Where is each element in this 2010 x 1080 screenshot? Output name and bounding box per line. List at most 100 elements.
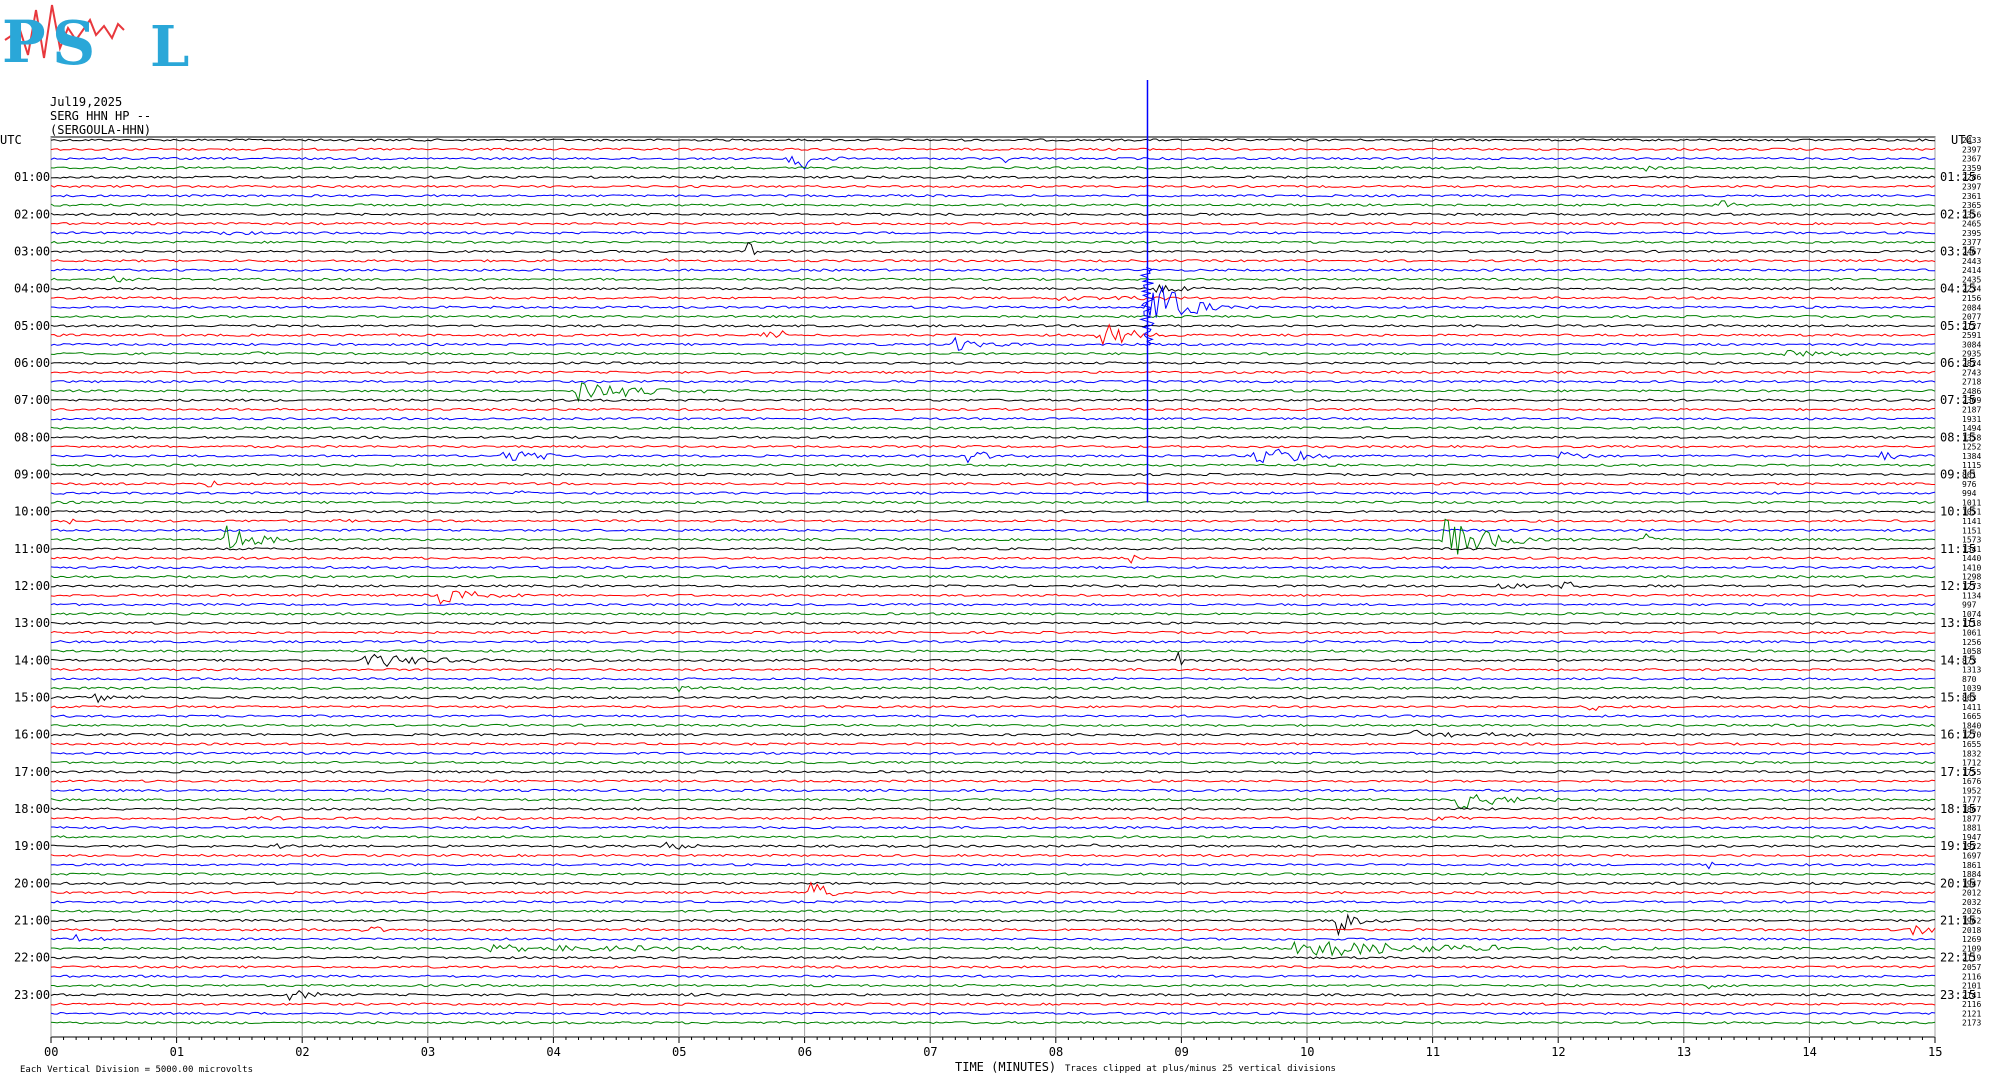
left-time-label: 10:00 xyxy=(14,505,50,519)
row-value: 2486 xyxy=(1962,387,1981,396)
trace-row xyxy=(50,685,1936,693)
trace-row xyxy=(50,382,1936,403)
x-tick-label: 07 xyxy=(923,1045,937,1059)
right-time-label: 09:15 xyxy=(1940,468,1976,482)
trace-row xyxy=(50,565,1936,570)
row-value: 1298 xyxy=(1962,573,1981,582)
row-value: 2824 xyxy=(1962,359,1981,368)
right-time-label: 20:15 xyxy=(1940,876,1976,890)
trace-row xyxy=(50,268,1936,272)
trace-row xyxy=(50,841,1936,850)
right-time-label: 02:15 xyxy=(1940,207,1976,221)
row-value: 1867 xyxy=(1962,805,1981,814)
trace-row xyxy=(50,200,1936,208)
trace-row xyxy=(50,861,1936,870)
right-time-label: 23:15 xyxy=(1940,988,1976,1002)
row-value: 1881 xyxy=(1962,824,1981,833)
trace-row xyxy=(50,510,1936,514)
row-value: 870 xyxy=(1962,675,1977,684)
right-time-label: 15:15 xyxy=(1940,691,1976,705)
trace-row xyxy=(50,231,1936,236)
trace-row xyxy=(50,760,1936,765)
row-value: 1877 xyxy=(1962,814,1981,823)
right-time-label: 04:15 xyxy=(1940,282,1976,296)
trace-row xyxy=(50,602,1936,607)
left-time-label: 09:00 xyxy=(14,468,50,482)
trace-row xyxy=(51,956,1936,960)
row-value: 2743 xyxy=(1962,368,1981,377)
trace-row xyxy=(50,723,1936,728)
right-time-label: 13:15 xyxy=(1940,616,1976,630)
left-time-label: 06:00 xyxy=(14,356,50,370)
axis-labels: 00 01 02 03 04 05 06 07 08 09 10 11 12 13 14 1524332397… xyxy=(0,133,1981,1059)
division-note: Each Vertical Division = 5000.00 microvo… xyxy=(20,1065,253,1075)
trace-row xyxy=(50,853,1936,858)
row-value: 2465 xyxy=(1962,220,1981,229)
right-time-label: 12:15 xyxy=(1940,579,1976,593)
trace-row xyxy=(50,676,1936,681)
svg-text:L: L xyxy=(150,14,189,72)
trace-row xyxy=(50,965,1936,969)
trace-row xyxy=(50,324,1936,328)
row-value: 2116 xyxy=(1962,972,1981,981)
left-time-label: 18:00 xyxy=(14,802,50,816)
row-value: 1341 xyxy=(1962,545,1981,554)
seismic-traces xyxy=(50,138,1936,1025)
row-value: 2121 xyxy=(1962,1009,1981,1018)
trace-row xyxy=(50,155,1936,170)
row-value: 1697 xyxy=(1962,851,1981,860)
right-time-label: 22:15 xyxy=(1940,951,1976,965)
trace-row xyxy=(50,518,1936,525)
left-time-label: 22:00 xyxy=(14,951,50,965)
trace-row xyxy=(50,1011,1936,1016)
left-time-label: 08:00 xyxy=(14,430,50,444)
row-value: 1313 xyxy=(1962,666,1981,675)
x-tick-label: 13 xyxy=(1677,1045,1691,1059)
row-value: 2367 xyxy=(1962,155,1981,164)
left-time-label: 13:00 xyxy=(14,616,50,630)
x-tick-label: 15 xyxy=(1928,1045,1942,1059)
x-tick-label: 12 xyxy=(1551,1045,1565,1059)
left-time-label: UTC xyxy=(0,133,22,147)
svg-text:P: P xyxy=(2,8,46,72)
right-time-label: 17:15 xyxy=(1940,765,1976,779)
row-value: 2443 xyxy=(1962,257,1981,266)
row-value: 2356 xyxy=(1962,210,1981,219)
trace-row xyxy=(50,165,1936,172)
row-value: 1676 xyxy=(1962,777,1981,786)
spike-coda xyxy=(1138,266,1155,346)
x-tick-label: 08 xyxy=(1049,1045,1063,1059)
trace-row xyxy=(50,361,1936,365)
row-value: 2286 xyxy=(1962,173,1981,182)
trace-row xyxy=(50,900,1936,904)
row-value: 2467 xyxy=(1962,248,1981,257)
row-value: 1061 xyxy=(1962,628,1981,637)
row-value: 2012 xyxy=(1962,889,1981,898)
row-value: 1755 xyxy=(1962,768,1981,777)
trace-row xyxy=(50,835,1936,839)
station-code: SERG HHN HP -- xyxy=(50,109,152,123)
trace-row xyxy=(50,693,1936,704)
left-time-label: 14:00 xyxy=(14,653,50,667)
trace-row xyxy=(51,825,1936,830)
row-value: 2119 xyxy=(1962,954,1981,963)
row-value: 994 xyxy=(1962,489,1977,498)
trace-row xyxy=(51,940,1936,957)
trace-row xyxy=(50,742,1936,746)
row-value: 1074 xyxy=(1962,610,1981,619)
x-tick-label: 11 xyxy=(1426,1045,1440,1059)
row-value: 1665 xyxy=(1962,712,1981,721)
row-value: 1384 xyxy=(1962,452,1981,461)
row-value: 1058 xyxy=(1962,647,1981,656)
x-tick-label: 01 xyxy=(170,1045,184,1059)
row-value: 1832 xyxy=(1962,749,1981,758)
row-value: 2173 xyxy=(1962,1019,1981,1028)
left-time-label: 12:00 xyxy=(14,579,50,593)
left-time-label: 15:00 xyxy=(14,691,50,705)
trace-row xyxy=(50,284,1936,318)
row-value: 2018 xyxy=(1962,926,1981,935)
left-time-label: 03:00 xyxy=(14,245,50,259)
row-value: 2591 xyxy=(1962,331,1981,340)
svg-text:S: S xyxy=(52,9,95,72)
left-time-label: 01:00 xyxy=(14,170,50,184)
